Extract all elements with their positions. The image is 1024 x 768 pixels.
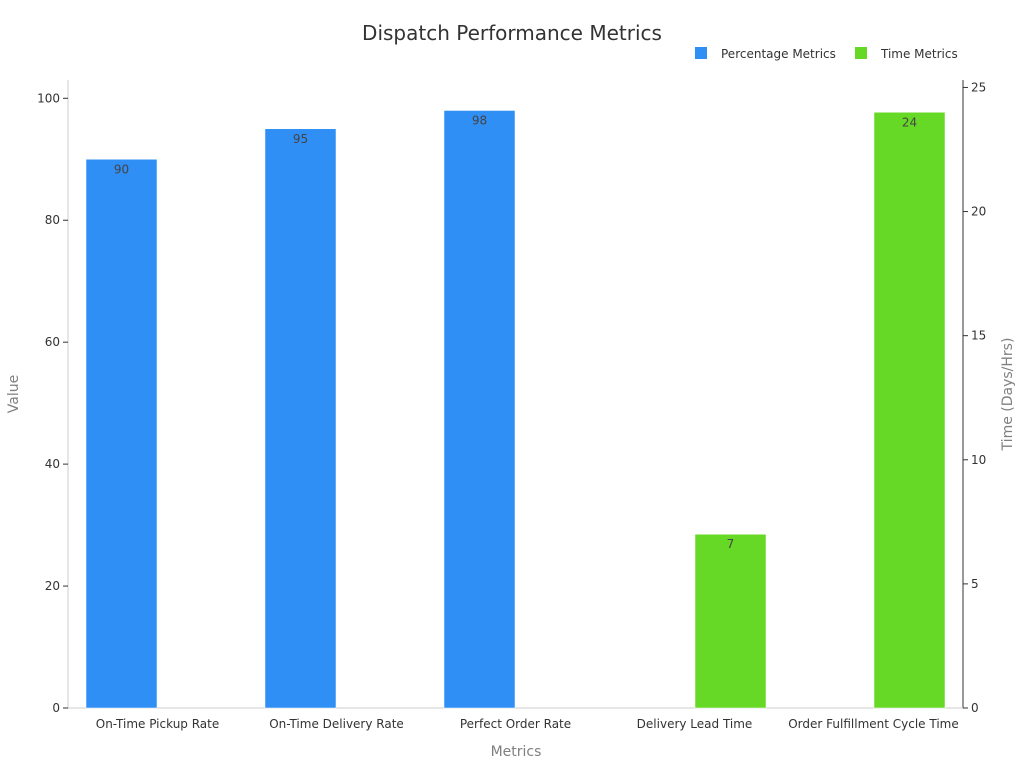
- y2-axis-title: Time (Days/Hrs): [1000, 338, 1016, 452]
- x-axis-ticks: On-Time Pickup Rate On-Time Delivery Rate…: [96, 717, 959, 731]
- left-axis-ticks: 0 20 40 60 80 100: [37, 91, 68, 715]
- right-tick-label: 15: [971, 329, 986, 343]
- legend-label-percentage-metrics: Percentage Metrics: [721, 47, 836, 61]
- x-tick-label: Delivery Lead Time: [637, 717, 753, 731]
- bar-on-time-delivery-rate: [264, 128, 337, 709]
- bar-value-label: 90: [114, 162, 129, 176]
- y-axis-title: Value: [6, 375, 22, 413]
- right-axis-ticks: 0 5 10 15 20 25: [963, 80, 986, 715]
- left-tick-label: 20: [45, 579, 60, 593]
- x-tick-label: Order Fulfillment Cycle Time: [788, 717, 959, 731]
- bar-order-fulfillment-cycle-time: [873, 112, 946, 709]
- bar-delivery-lead-time: [694, 533, 767, 709]
- bar-value-label: 24: [902, 115, 917, 129]
- bar-value-label: 98: [472, 113, 487, 127]
- bar-perfect-order-rate: [443, 110, 516, 709]
- left-tick-label: 100: [37, 91, 60, 105]
- bar-value-label: 95: [293, 132, 308, 146]
- legend-swatch-time-metrics: [855, 47, 867, 59]
- x-tick-label: On-Time Pickup Rate: [96, 717, 220, 731]
- right-tick-label: 20: [971, 205, 986, 219]
- right-tick-label: 5: [971, 577, 979, 591]
- bars: 90 95 98 7 24: [85, 110, 946, 709]
- legend-swatch-percentage-metrics: [695, 47, 707, 59]
- left-tick-label: 0: [52, 701, 60, 715]
- x-tick-label: On-Time Delivery Rate: [269, 717, 404, 731]
- left-tick-label: 80: [45, 213, 60, 227]
- right-tick-label: 10: [971, 453, 986, 467]
- x-tick-label: Perfect Order Rate: [460, 717, 571, 731]
- right-tick-label: 25: [971, 80, 986, 94]
- legend: Percentage Metrics Time Metrics: [695, 47, 958, 61]
- x-axis-title: Metrics: [491, 744, 542, 760]
- chart-title: Dispatch Performance Metrics: [362, 21, 662, 45]
- bar-on-time-pickup-rate: [85, 159, 158, 709]
- right-tick-label: 0: [971, 701, 979, 715]
- left-tick-label: 40: [45, 457, 60, 471]
- left-tick-label: 60: [45, 335, 60, 349]
- bar-value-label: 7: [727, 537, 735, 551]
- legend-label-time-metrics: Time Metrics: [880, 47, 958, 61]
